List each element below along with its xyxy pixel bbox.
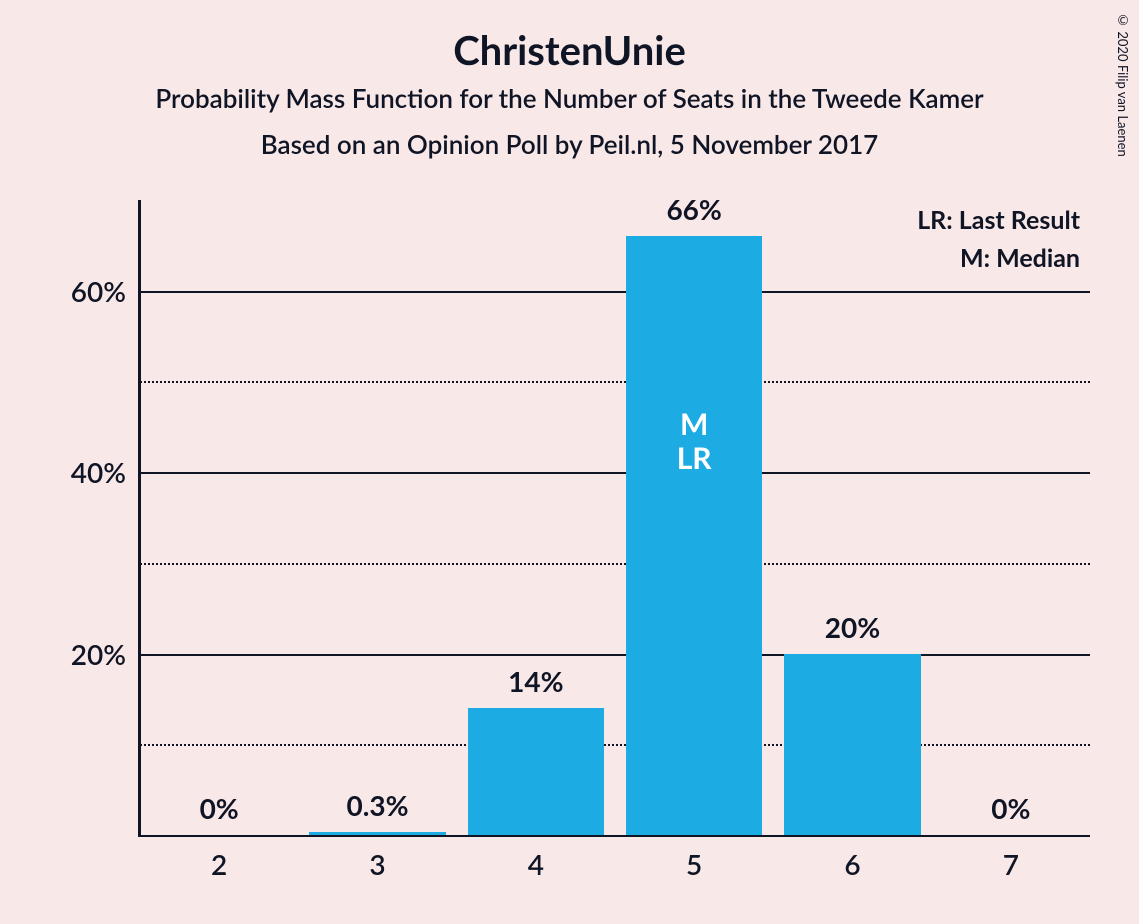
y-axis-line [138,200,141,835]
x-tick-label: 6 [844,847,860,881]
y-tick-label: 40% [71,455,126,489]
x-tick-label: 3 [369,847,385,881]
gridline-minor [140,381,1090,383]
legend-item: M: Median [917,240,1080,278]
x-tick-label: 5 [686,847,702,881]
bar-value-label: 0% [200,791,239,825]
x-axis-line [138,835,1090,838]
chart-subtitle-2: Based on an Opinion Poll by Peil.nl, 5 N… [0,128,1139,160]
chart-container: ChristenUnie Probability Mass Function f… [0,0,1139,924]
bar-value-label: 20% [825,610,880,644]
gridline-major [140,654,1090,656]
x-tick-label: 7 [1003,847,1019,881]
bar-value-label: 14% [508,664,563,698]
legend: LR: Last ResultM: Median [917,202,1080,277]
bar-annotation: MLR [677,407,712,476]
gridline-major [140,472,1090,474]
y-tick-label: 60% [71,274,126,308]
bar-value-label: 0.3% [346,788,408,822]
x-tick-label: 4 [528,847,544,881]
bar-value-label: 66% [666,192,721,226]
gridline-minor [140,744,1090,746]
bar [468,708,604,835]
bar [784,654,920,835]
plot-area: 20%40%60%20%30.3%414%566%MLR620%70% [140,200,1090,835]
x-tick-label: 2 [211,847,227,881]
legend-item: LR: Last Result [917,202,1080,240]
chart-title: ChristenUnie [0,26,1139,74]
copyright-text: © 2020 Filip van Laenen [1115,12,1131,157]
gridline-major [140,291,1090,293]
bar-value-label: 0% [991,791,1030,825]
chart-subtitle-1: Probability Mass Function for the Number… [0,82,1139,114]
bar [309,832,445,835]
gridline-minor [140,563,1090,565]
y-tick-label: 20% [71,637,126,671]
bar [626,236,762,835]
